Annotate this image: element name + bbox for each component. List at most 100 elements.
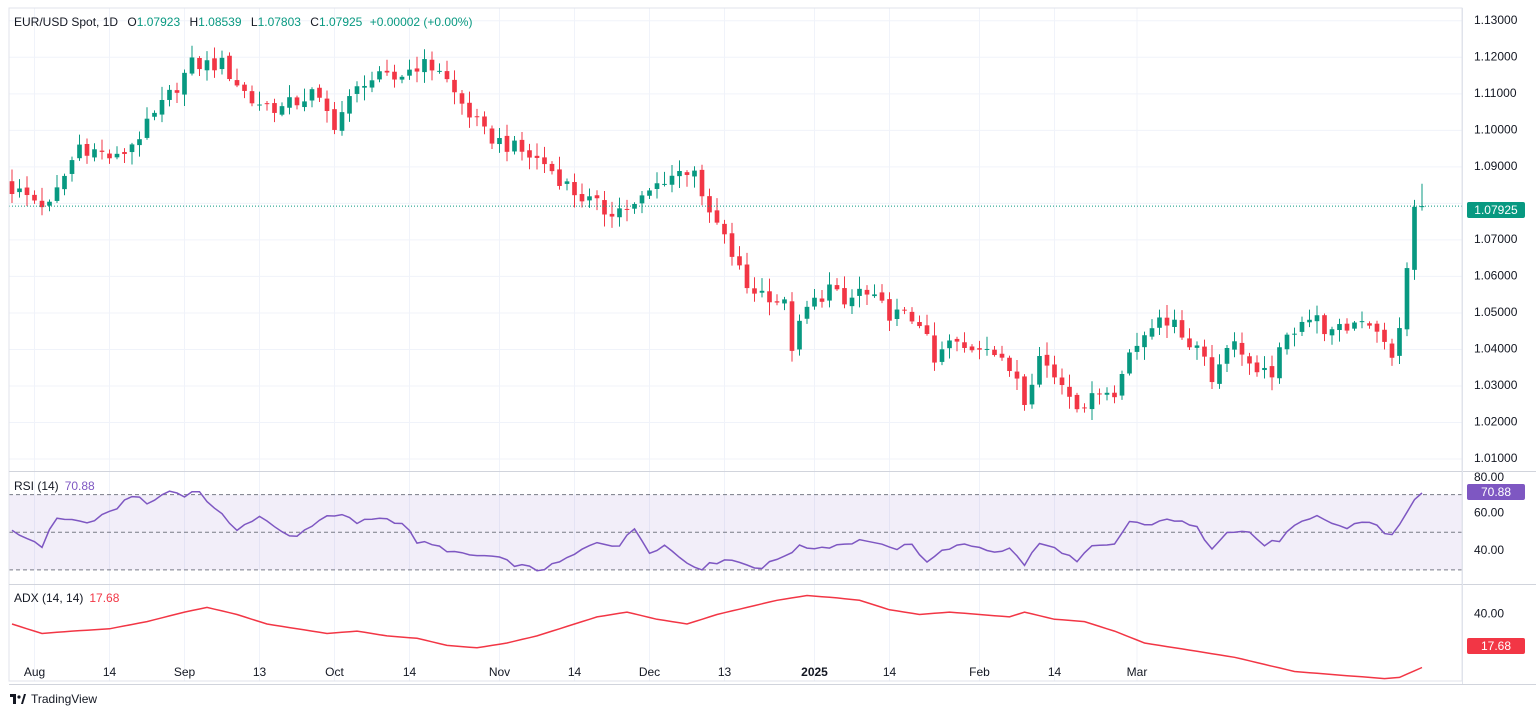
- candle[interactable]: [354, 81, 360, 103]
- candle[interactable]: [369, 71, 375, 93]
- candle[interactable]: [504, 124, 510, 162]
- candle[interactable]: [1254, 355, 1260, 377]
- candle[interactable]: [392, 64, 397, 88]
- candle[interactable]: [1014, 360, 1020, 391]
- candle[interactable]: [399, 75, 405, 84]
- candle[interactable]: [174, 82, 180, 103]
- candle[interactable]: [497, 127, 502, 153]
- candle[interactable]: [1187, 328, 1192, 351]
- candle[interactable]: [144, 107, 150, 140]
- candle[interactable]: [107, 149, 112, 164]
- candle[interactable]: [339, 100, 345, 136]
- candle[interactable]: [729, 222, 735, 266]
- candle[interactable]: [362, 75, 367, 101]
- candle[interactable]: [782, 296, 787, 311]
- candle[interactable]: [992, 346, 997, 357]
- candle[interactable]: [1067, 374, 1072, 409]
- candle[interactable]: [1359, 311, 1365, 329]
- candle[interactable]: [872, 284, 877, 298]
- candle[interactable]: [347, 89, 352, 122]
- candle[interactable]: [212, 47, 217, 78]
- candle[interactable]: [654, 172, 660, 199]
- candle[interactable]: [527, 143, 532, 170]
- candle[interactable]: [909, 307, 915, 324]
- candle[interactable]: [879, 284, 885, 304]
- candle[interactable]: [377, 66, 382, 83]
- candle[interactable]: [1404, 262, 1410, 337]
- candle[interactable]: [1307, 309, 1312, 328]
- candle[interactable]: [557, 156, 562, 190]
- candle[interactable]: [1172, 309, 1177, 334]
- candle[interactable]: [632, 202, 637, 214]
- candle[interactable]: [407, 59, 412, 80]
- candle[interactable]: [249, 85, 255, 107]
- candle[interactable]: [1052, 355, 1057, 385]
- candle[interactable]: [587, 188, 592, 208]
- candle[interactable]: [1344, 318, 1350, 334]
- candle[interactable]: [512, 135, 517, 155]
- candle[interactable]: [737, 246, 742, 270]
- candle[interactable]: [1044, 342, 1050, 378]
- candle[interactable]: [264, 101, 270, 111]
- candle[interactable]: [1262, 356, 1267, 379]
- candle[interactable]: [32, 190, 37, 204]
- candle[interactable]: [1382, 322, 1387, 350]
- candle[interactable]: [1322, 313, 1327, 342]
- candle[interactable]: [617, 197, 622, 227]
- tradingview-brand[interactable]: TradingView: [10, 692, 97, 706]
- candle[interactable]: [542, 146, 547, 174]
- candle[interactable]: [302, 88, 307, 112]
- candle[interactable]: [1022, 374, 1027, 411]
- candle[interactable]: [1112, 385, 1117, 404]
- candle[interactable]: [1074, 392, 1080, 413]
- candle[interactable]: [677, 160, 682, 189]
- candle[interactable]: [1164, 305, 1170, 339]
- rsi-series[interactable]: [11, 490, 1423, 572]
- candle[interactable]: [279, 102, 285, 117]
- candle[interactable]: [842, 276, 847, 309]
- candle[interactable]: [182, 69, 187, 106]
- candle[interactable]: [849, 289, 855, 315]
- candle[interactable]: [534, 143, 540, 170]
- candle[interactable]: [39, 187, 45, 216]
- candle[interactable]: [1104, 387, 1110, 401]
- candle[interactable]: [1397, 317, 1402, 365]
- candle[interactable]: [444, 60, 450, 83]
- candle[interactable]: [857, 276, 862, 308]
- candle[interactable]: [1119, 370, 1125, 400]
- candle[interactable]: [887, 292, 892, 331]
- candle[interactable]: [1007, 355, 1012, 377]
- candle[interactable]: [812, 289, 817, 310]
- candle[interactable]: [489, 125, 495, 149]
- candle[interactable]: [1239, 332, 1245, 366]
- candle[interactable]: [54, 175, 60, 203]
- candle[interactable]: [999, 345, 1005, 361]
- candle[interactable]: [452, 70, 457, 105]
- candle[interactable]: [189, 45, 195, 76]
- candle[interactable]: [1352, 321, 1357, 331]
- candle[interactable]: [639, 190, 645, 214]
- symbol-title[interactable]: EUR/USD Spot, 1D: [14, 15, 119, 29]
- candle[interactable]: [84, 138, 90, 164]
- candle[interactable]: [947, 334, 952, 359]
- candle[interactable]: [684, 170, 690, 187]
- candle[interactable]: [722, 219, 727, 244]
- candle[interactable]: [77, 134, 82, 161]
- candle[interactable]: [1059, 368, 1065, 395]
- candle[interactable]: [744, 252, 750, 294]
- candle[interactable]: [797, 314, 802, 356]
- candle[interactable]: [924, 314, 930, 336]
- candle[interactable]: [984, 336, 990, 356]
- candle[interactable]: [624, 199, 630, 222]
- candle[interactable]: [482, 111, 487, 135]
- candle[interactable]: [272, 98, 277, 123]
- candle[interactable]: [1097, 388, 1102, 405]
- candle[interactable]: [939, 341, 945, 366]
- candle[interactable]: [152, 110, 157, 121]
- candle[interactable]: [9, 169, 15, 204]
- candle[interactable]: [287, 85, 292, 115]
- candle[interactable]: [579, 183, 585, 208]
- candle[interactable]: [332, 102, 337, 135]
- candle[interactable]: [1337, 318, 1342, 342]
- candle[interactable]: [1314, 305, 1320, 334]
